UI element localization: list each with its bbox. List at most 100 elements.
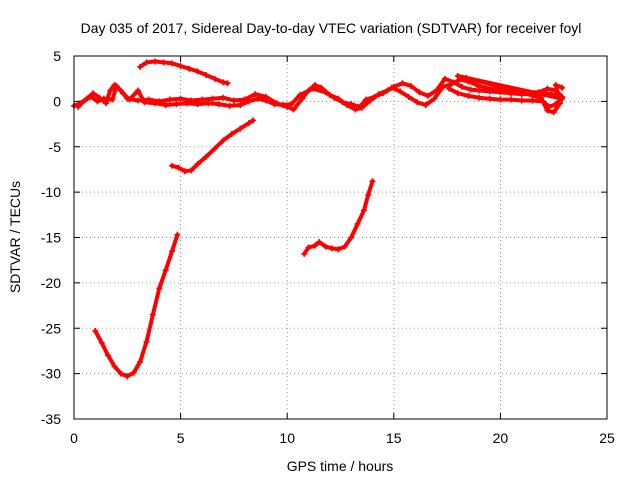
plot-frame: [73, 55, 608, 420]
data-point: [363, 96, 370, 103]
data-point: [160, 59, 167, 66]
data-point: [322, 243, 329, 250]
data-point: [113, 82, 120, 89]
data-point: [296, 92, 303, 99]
data-point: [88, 93, 95, 100]
data-point: [130, 369, 137, 376]
data-point: [309, 85, 316, 92]
data-point: [328, 245, 335, 252]
data-point: [416, 89, 423, 96]
data-point: [94, 98, 101, 105]
x-tick-label: 5: [177, 430, 185, 446]
data-point: [559, 95, 566, 102]
data-point: [230, 97, 237, 104]
data-point: [203, 153, 210, 160]
data-point: [137, 358, 144, 365]
data-point: [162, 102, 169, 109]
data-point: [209, 95, 216, 102]
data-point: [388, 84, 395, 91]
data-point: [546, 103, 553, 110]
y-tick-label: -25: [41, 320, 61, 336]
data-point: [369, 178, 376, 185]
data-point: [356, 103, 363, 110]
data-point: [397, 88, 404, 95]
data-point: [482, 84, 489, 91]
x-tick-label: 15: [386, 430, 402, 446]
data-point: [252, 91, 259, 98]
y-axis-ticks: -35 -30 -25 -20 -15 -10 -5 0 5: [41, 48, 607, 427]
data-point: [414, 99, 421, 106]
data-point: [228, 131, 235, 138]
data-point: [341, 243, 348, 250]
data-point: [405, 93, 412, 100]
data-point: [476, 94, 483, 101]
y-tick-label: -5: [49, 139, 62, 155]
data-point: [463, 74, 470, 81]
x-axis-label: GPS time / hours: [287, 458, 394, 474]
y-tick-label: -10: [41, 184, 61, 200]
data-point: [245, 120, 252, 127]
data-point: [194, 68, 201, 75]
data-point: [126, 96, 133, 103]
data-point: [424, 92, 431, 99]
data-point: [211, 145, 218, 152]
data-point: [354, 220, 361, 227]
data-point: [473, 82, 480, 89]
data-point: [177, 95, 184, 102]
data-point: [215, 101, 222, 108]
data-point: [100, 95, 107, 102]
data-point: [205, 100, 212, 107]
data-point: [245, 98, 252, 105]
data-point: [226, 102, 233, 109]
data-point: [459, 83, 466, 90]
x-tick-label: 10: [279, 430, 295, 446]
data-point: [183, 100, 190, 107]
data-point: [544, 107, 551, 114]
data-point: [322, 89, 329, 96]
data-point: [559, 84, 566, 91]
data-point: [75, 103, 82, 110]
data-point: [311, 82, 318, 89]
data-point: [166, 96, 173, 103]
data-point: [143, 59, 150, 66]
data-point: [194, 101, 201, 108]
data-point: [98, 339, 105, 346]
data-point: [220, 79, 227, 86]
data-point: [81, 97, 88, 104]
data-point: [220, 137, 227, 144]
data-point: [497, 96, 504, 103]
gridlines: [74, 56, 607, 419]
data-point: [181, 168, 188, 175]
data-point: [186, 65, 193, 72]
data-point: [279, 102, 286, 109]
data-point: [134, 97, 141, 104]
data-point: [111, 363, 118, 370]
data-point: [399, 80, 406, 87]
data-point: [529, 97, 536, 104]
data-point: [141, 99, 148, 106]
data-point: [90, 90, 97, 97]
data-point: [339, 99, 346, 106]
data-point: [454, 90, 461, 97]
data-point: [237, 125, 244, 132]
series-trace-lower-band: [446, 72, 566, 116]
chart-title: Day 035 of 2017, Sidereal Day-to-day VTE…: [81, 20, 582, 36]
series-trace-upper-arc: [137, 58, 231, 87]
data-point: [454, 72, 461, 79]
data-point: [237, 102, 244, 109]
data-point: [301, 250, 308, 257]
series-trace-deep-dip: [92, 231, 181, 380]
data-point: [117, 370, 124, 377]
data-point: [271, 101, 278, 108]
data-point: [311, 242, 318, 249]
y-tick-label: -30: [41, 366, 61, 382]
data-point: [476, 87, 483, 94]
data-point: [467, 86, 474, 93]
data-point: [250, 117, 257, 124]
data-point: [149, 311, 156, 318]
series-trace-mid-segment: [301, 178, 376, 257]
data-point: [220, 94, 227, 101]
data-point: [134, 87, 141, 94]
data-point: [152, 58, 159, 65]
